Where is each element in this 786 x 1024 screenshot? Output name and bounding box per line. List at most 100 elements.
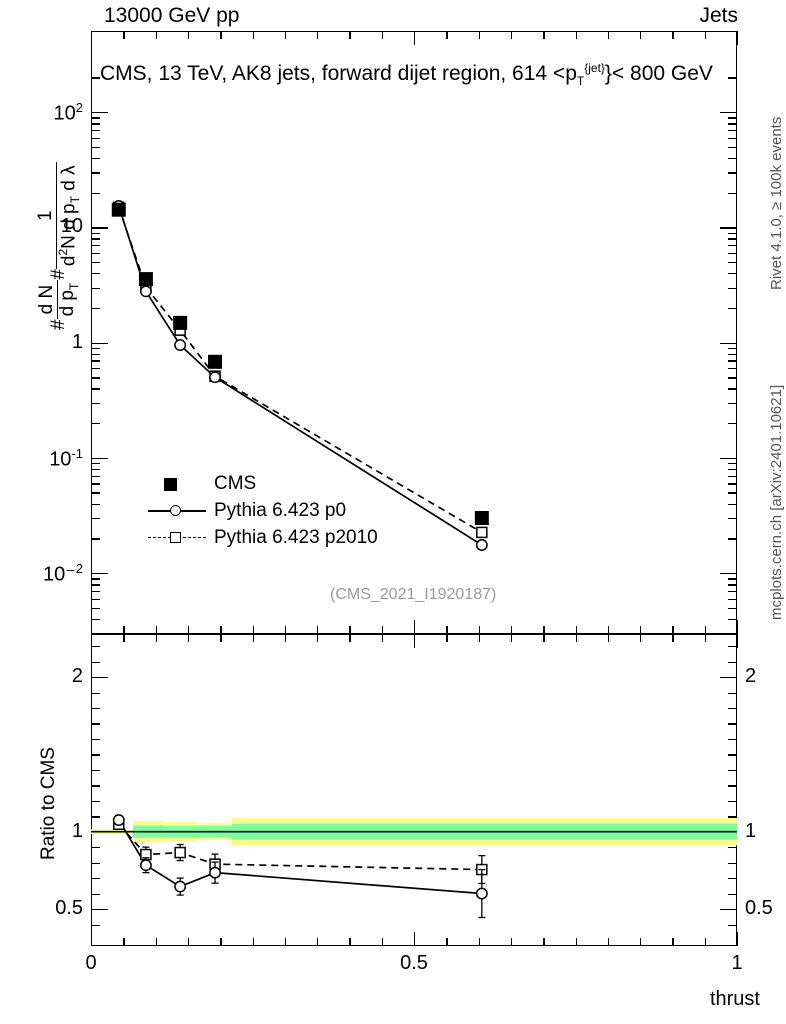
axis-tick [728, 402, 737, 405]
axis-tick [728, 261, 737, 264]
axis-tick [728, 368, 737, 370]
axis-tick [187, 634, 190, 642]
axis-tick [91, 607, 100, 610]
axis-tick [510, 634, 513, 642]
axis-tick [607, 938, 610, 946]
axis-tick [91, 377, 100, 379]
axis-tick [91, 503, 100, 505]
axis-tick [317, 31, 319, 39]
y-frac2-dlambda: d λ [58, 165, 80, 191]
axis-tick [446, 634, 448, 642]
axis-tick [317, 626, 319, 634]
axis-tick [728, 172, 737, 174]
axis-tick [728, 232, 737, 234]
ratio-marker-open-circle-pythia-p0 [209, 866, 221, 879]
axis-tick [446, 31, 448, 39]
axis-tick [91, 245, 100, 247]
axis-tick [728, 800, 737, 803]
axis-tick [414, 634, 416, 648]
axis-tick [446, 938, 448, 946]
open-square-marker-icon [170, 532, 181, 543]
axis-tick [640, 31, 642, 39]
axis-tick [91, 261, 100, 264]
axis-tick [91, 692, 100, 694]
axis-tick [672, 31, 674, 39]
axis-tick [728, 618, 737, 621]
axis-tick [704, 626, 707, 634]
axis-tick [91, 573, 108, 575]
axis-tick [349, 938, 351, 946]
axis-tick [381, 938, 384, 946]
axis-tick [728, 123, 737, 125]
main-axis-ticks [91, 31, 739, 634]
axis-tick [91, 468, 100, 471]
axis-tick [728, 468, 737, 471]
axis-tick [414, 31, 416, 45]
axis-tick [284, 626, 287, 634]
axis-tick [91, 893, 100, 895]
axis-tick [91, 598, 100, 600]
y-tick-label: 1 [71, 330, 83, 353]
y-frac2-num: 1 [35, 210, 56, 222]
axis-tick [91, 307, 100, 310]
legend-label-pythia-p0: Pythia 6.423 p0 [214, 500, 347, 521]
axis-tick [91, 137, 100, 139]
axis-tick [91, 924, 100, 926]
series-line-pythia-p2010 [117, 207, 483, 534]
axis-tick [91, 129, 100, 132]
legend-label-pythia-p2010: Pythia 6.423 p2010 [214, 527, 378, 548]
axis-tick [252, 626, 254, 634]
axis-tick [728, 590, 737, 593]
axis-tick [607, 31, 610, 39]
y-tick-label: 1 [745, 819, 757, 842]
mcplots-source-note: mcplots.cern.ch [arXiv:2401.10621] [768, 384, 785, 620]
axis-tick [728, 692, 737, 694]
axis-tick [155, 938, 157, 946]
axis-tick [720, 112, 737, 114]
axis-tick [123, 626, 125, 634]
axis-tick [220, 31, 222, 39]
y-frac1-den-sub: T [66, 282, 81, 290]
axis-tick [91, 172, 100, 174]
axis-tick [91, 273, 100, 275]
legend-key-open-square-dashed [148, 524, 206, 551]
axis-tick [728, 377, 737, 379]
axis-tick [91, 342, 108, 344]
axis-tick [728, 252, 737, 255]
axis-tick [91, 77, 100, 79]
y-tick-label: 2 [745, 665, 757, 687]
legend-key-filled-square [148, 470, 206, 497]
axis-tick [728, 77, 737, 79]
axis-tick [91, 738, 100, 741]
plot-title-sup: {jet} [584, 61, 605, 75]
axis-tick [728, 785, 737, 787]
axis-tick [737, 31, 739, 45]
y-frac2-dsup: 2 [55, 248, 70, 256]
axis-tick [446, 626, 448, 634]
axis-tick [640, 634, 642, 642]
axis-tick [728, 146, 737, 149]
axis-tick [91, 538, 100, 540]
axis-tick [728, 723, 737, 725]
axis-tick [91, 112, 108, 114]
axis-tick [252, 634, 254, 642]
marker-open-circle-pythia-p0 [139, 285, 152, 298]
axis-tick [478, 938, 480, 946]
axis-tick [91, 847, 100, 849]
axis-tick [155, 634, 157, 642]
axis-tick [728, 598, 737, 600]
axis-tick [220, 634, 222, 642]
axis-tick [728, 607, 737, 610]
axis-tick [607, 626, 610, 634]
axis-tick [728, 738, 737, 741]
axis-tick [91, 192, 100, 194]
axis-tick [91, 146, 100, 149]
axis-tick [728, 307, 737, 310]
axis-tick [720, 227, 737, 229]
axis-tick [91, 862, 100, 864]
axis-tick [728, 273, 737, 275]
axis-tick [728, 661, 737, 663]
axis-tick [543, 31, 545, 39]
